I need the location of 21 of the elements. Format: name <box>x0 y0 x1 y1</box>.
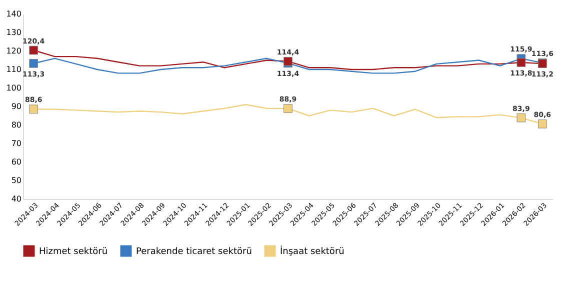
point <box>29 58 38 68</box>
point <box>516 58 526 67</box>
point <box>516 113 526 122</box>
y-tick-label: 120 <box>6 46 22 56</box>
point <box>29 46 38 55</box>
y-tick-label: 90 <box>11 102 22 111</box>
y-tick-label: 130 <box>6 28 22 37</box>
y-tick-label: 70 <box>11 139 22 148</box>
y-tick-label: 100 <box>6 84 22 92</box>
legend-label: Hizmet sektörü <box>39 247 108 257</box>
point <box>538 119 547 128</box>
y-tick-label: 40 <box>11 194 22 204</box>
point <box>29 104 38 114</box>
y-tick-label: 80 <box>11 120 22 130</box>
point <box>284 104 292 113</box>
y-tick-label: 50 <box>11 176 22 185</box>
y-tick-label: 140 <box>6 10 22 18</box>
legend-label: Perakende ticaret sektörü <box>136 247 252 257</box>
legend-label: İnşaat sektörü <box>280 245 344 257</box>
y-tick-label: 60 <box>11 158 22 166</box>
y-tick-label: 110 <box>6 65 22 74</box>
